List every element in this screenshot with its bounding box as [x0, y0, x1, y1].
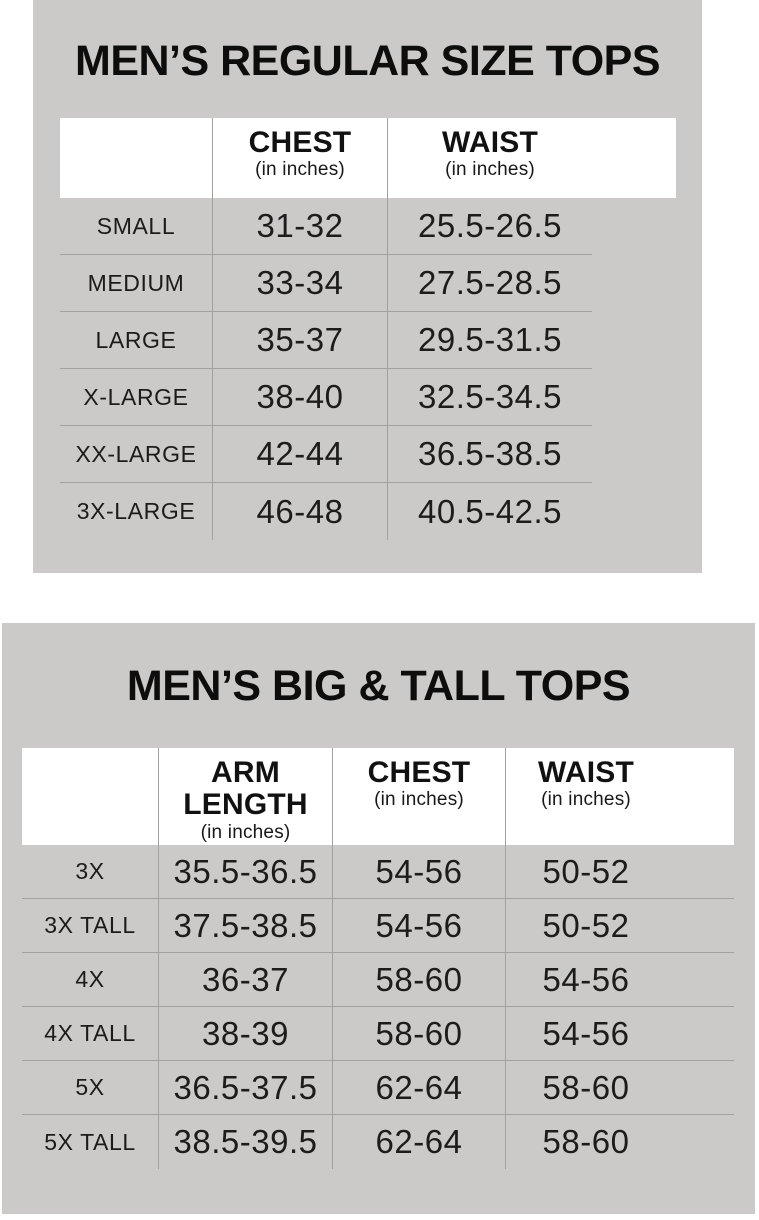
table-row-5x: 5X 36.5-37.5 62-64 58-60 — [22, 1061, 734, 1115]
size-cell: X-LARGE — [60, 369, 212, 426]
waist-cell: 50-52 — [505, 899, 734, 953]
big-tall-title: MEN’S BIG & TALL TOPS — [126, 662, 631, 710]
waist-cell: 27.5-28.5 — [387, 255, 592, 312]
chest-cell: 54-56 — [332, 845, 505, 899]
size-cell: LARGE — [60, 312, 212, 369]
size-column-header — [60, 118, 212, 198]
filler-cell — [592, 255, 676, 312]
chest-cell: 46-48 — [212, 483, 387, 540]
table-row-3x: 3X 35.5-36.5 54-56 50-52 — [22, 845, 734, 899]
waist-column-header: WAIST (in inches) — [387, 118, 592, 198]
waist-cell: 40.5-42.5 — [387, 483, 592, 540]
waist-column-unit: (in inches) — [445, 159, 535, 181]
chest-cell: 58-60 — [332, 1007, 505, 1061]
chest-cell: 54-56 — [332, 899, 505, 953]
big-tall-table: ARM LENGTH (in inches) CHEST (in inches)… — [22, 748, 734, 1169]
chest-cell: 35-37 — [212, 312, 387, 369]
chest-column-label: CHEST — [248, 126, 352, 159]
waist-cell: 58-60 — [505, 1115, 734, 1169]
arm-length-column-unit: (in inches) — [200, 821, 291, 843]
chest-cell: 62-64 — [332, 1115, 505, 1169]
regular-size-title: MEN’S REGULAR SIZE TOPS — [75, 37, 661, 85]
waist-cell: 29.5-31.5 — [387, 312, 592, 369]
chest-cell: 58-60 — [332, 953, 505, 1007]
filler-cell — [592, 198, 676, 255]
waist-cell: 58-60 — [505, 1061, 734, 1115]
chest-column-label: CHEST — [367, 756, 471, 789]
table-row-3x-large: 3X-LARGE 46-48 40.5-42.5 — [60, 483, 676, 540]
size-cell: 5X — [22, 1061, 158, 1115]
chest-cell: 42-44 — [212, 426, 387, 483]
big-tall-header-row: ARM LENGTH (in inches) CHEST (in inches)… — [22, 748, 734, 845]
size-column-header — [22, 748, 158, 845]
table-row-5x-tall: 5X TALL 38.5-39.5 62-64 58-60 — [22, 1115, 734, 1169]
size-cell: SMALL — [60, 198, 212, 255]
chest-cell: 31-32 — [212, 198, 387, 255]
arm-length-cell: 37.5-38.5 — [158, 899, 332, 953]
table-row-x-large: X-LARGE 38-40 32.5-34.5 — [60, 369, 676, 426]
size-cell: 3X — [22, 845, 158, 899]
waist-cell: 36.5-38.5 — [387, 426, 592, 483]
arm-length-column-label: ARM LENGTH — [183, 756, 308, 822]
waist-column-unit: (in inches) — [541, 789, 631, 811]
chest-cell: 38-40 — [212, 369, 387, 426]
waist-column-label: WAIST — [442, 126, 538, 159]
big-tall-panel: MEN’S BIG & TALL TOPS ARM LENGTH (in inc… — [2, 623, 755, 1214]
arm-length-cell: 38.5-39.5 — [158, 1115, 332, 1169]
size-cell: 4X TALL — [22, 1007, 158, 1061]
table-row-4x: 4X 36-37 58-60 54-56 — [22, 953, 734, 1007]
size-cell: XX-LARGE — [60, 426, 212, 483]
arm-length-cell: 36.5-37.5 — [158, 1061, 332, 1115]
table-row-large: LARGE 35-37 29.5-31.5 — [60, 312, 676, 369]
table-row-small: SMALL 31-32 25.5-26.5 — [60, 198, 676, 255]
regular-size-table: CHEST (in inches) WAIST (in inches) SMAL… — [60, 118, 676, 540]
waist-cell: 32.5-34.5 — [387, 369, 592, 426]
table-row-4x-tall: 4X TALL 38-39 58-60 54-56 — [22, 1007, 734, 1061]
size-cell: 3X TALL — [22, 899, 158, 953]
waist-cell: 50-52 — [505, 845, 734, 899]
arm-length-cell: 35.5-36.5 — [158, 845, 332, 899]
arm-length-column-header: ARM LENGTH (in inches) — [158, 748, 332, 845]
arm-length-cell: 36-37 — [158, 953, 332, 1007]
waist-cell: 25.5-26.5 — [387, 198, 592, 255]
regular-header-row: CHEST (in inches) WAIST (in inches) — [60, 118, 676, 198]
waist-column-label: WAIST — [538, 756, 634, 789]
table-row-medium: MEDIUM 33-34 27.5-28.5 — [60, 255, 676, 312]
size-cell: 5X TALL — [44, 1128, 136, 1155]
chest-column-unit: (in inches) — [374, 789, 464, 811]
waist-cell: 54-56 — [505, 1007, 734, 1061]
waist-column-header: WAIST (in inches) — [505, 748, 734, 845]
header-filler-cell — [592, 118, 676, 198]
chest-column-header: CHEST (in inches) — [332, 748, 505, 845]
chest-column-header: CHEST (in inches) — [212, 118, 387, 198]
size-cell: 3X-LARGE — [76, 498, 196, 524]
waist-cell: 54-56 — [505, 953, 734, 1007]
filler-cell — [592, 369, 676, 426]
filler-cell — [592, 483, 676, 540]
filler-cell — [592, 312, 676, 369]
size-cell: MEDIUM — [60, 255, 212, 312]
arm-length-cell: 38-39 — [158, 1007, 332, 1061]
chest-column-unit: (in inches) — [255, 159, 345, 181]
table-row-xx-large: XX-LARGE 42-44 36.5-38.5 — [60, 426, 676, 483]
regular-size-panel: MEN’S REGULAR SIZE TOPS CHEST (in inches… — [33, 0, 702, 573]
size-cell: 4X — [22, 953, 158, 1007]
table-row-3x-tall: 3X TALL 37.5-38.5 54-56 50-52 — [22, 899, 734, 953]
chest-cell: 33-34 — [212, 255, 387, 312]
chest-cell: 62-64 — [332, 1061, 505, 1115]
filler-cell — [592, 426, 676, 483]
